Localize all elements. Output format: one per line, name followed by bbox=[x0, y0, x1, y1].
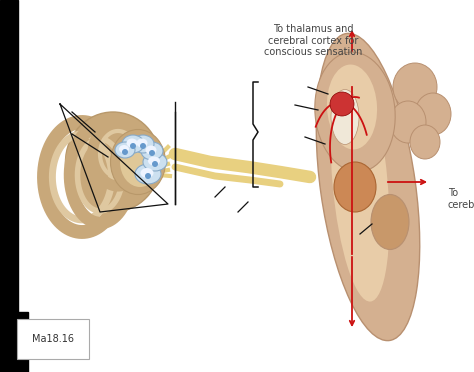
Ellipse shape bbox=[137, 138, 147, 148]
Text: Ma18.16: Ma18.16 bbox=[32, 334, 74, 344]
Ellipse shape bbox=[146, 145, 156, 154]
Ellipse shape bbox=[327, 64, 377, 150]
Circle shape bbox=[149, 150, 155, 156]
Ellipse shape bbox=[119, 145, 129, 153]
Ellipse shape bbox=[334, 162, 376, 212]
Ellipse shape bbox=[132, 135, 154, 153]
Circle shape bbox=[330, 92, 354, 116]
Ellipse shape bbox=[65, 112, 161, 212]
Ellipse shape bbox=[141, 142, 163, 160]
Ellipse shape bbox=[127, 138, 137, 148]
Ellipse shape bbox=[393, 63, 437, 111]
Circle shape bbox=[152, 161, 158, 167]
Ellipse shape bbox=[315, 52, 395, 172]
Circle shape bbox=[145, 173, 151, 179]
Ellipse shape bbox=[331, 62, 389, 302]
Circle shape bbox=[130, 143, 136, 149]
Bar bbox=[0, 0, 18, 372]
Text: To
cerebellum: To cerebellum bbox=[448, 188, 474, 210]
Ellipse shape bbox=[140, 168, 154, 178]
Ellipse shape bbox=[143, 153, 167, 171]
Circle shape bbox=[140, 143, 146, 149]
Ellipse shape bbox=[115, 142, 135, 158]
Ellipse shape bbox=[110, 129, 165, 195]
Ellipse shape bbox=[410, 125, 440, 159]
Ellipse shape bbox=[135, 164, 161, 184]
Text: To thalamus and
cerebral cortex for
conscious sensation: To thalamus and cerebral cortex for cons… bbox=[264, 24, 362, 57]
Bar bbox=[0, 312, 28, 372]
Ellipse shape bbox=[371, 195, 409, 250]
Ellipse shape bbox=[415, 93, 451, 135]
Ellipse shape bbox=[316, 33, 420, 341]
Ellipse shape bbox=[120, 137, 160, 187]
Ellipse shape bbox=[331, 90, 359, 144]
Ellipse shape bbox=[148, 157, 160, 166]
Ellipse shape bbox=[122, 135, 144, 153]
Ellipse shape bbox=[390, 101, 426, 143]
Circle shape bbox=[122, 149, 128, 155]
